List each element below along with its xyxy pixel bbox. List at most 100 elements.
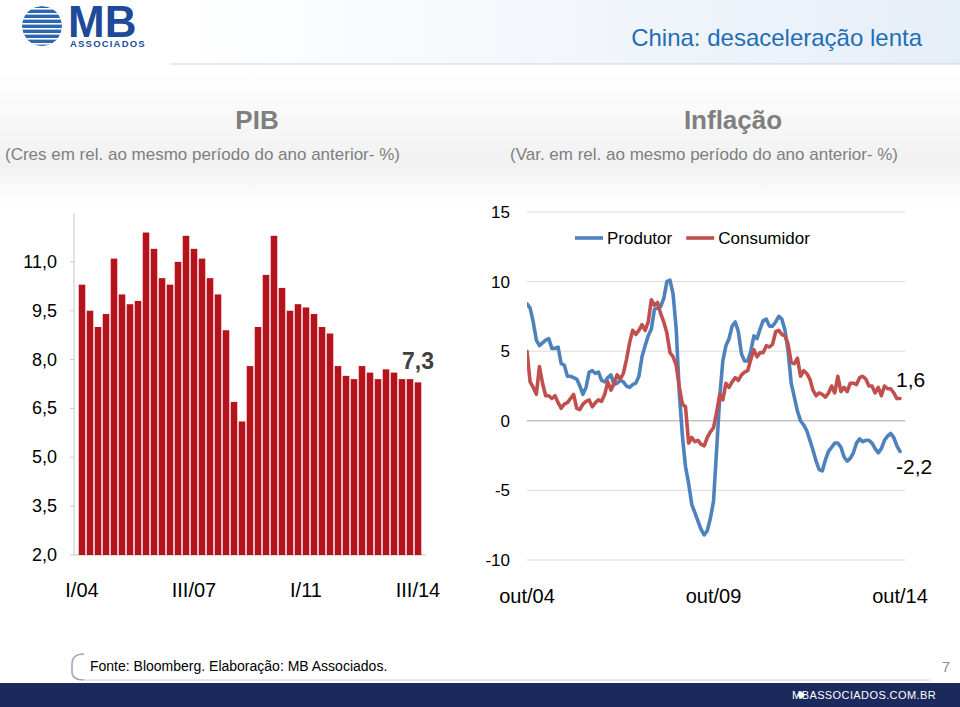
x-tick-label: III/14 bbox=[396, 579, 440, 601]
bar bbox=[247, 366, 254, 555]
bar bbox=[207, 278, 214, 555]
logo-icon bbox=[20, 6, 66, 46]
y-tick-label: 8,0 bbox=[32, 350, 57, 370]
page-number: 7 bbox=[942, 658, 950, 675]
bar bbox=[167, 285, 174, 555]
bar bbox=[135, 301, 142, 555]
logo-stripe bbox=[20, 33, 66, 35]
logo-stripe bbox=[20, 43, 66, 45]
bar bbox=[343, 376, 350, 555]
bar bbox=[79, 285, 86, 555]
footer-rule bbox=[84, 680, 930, 681]
bar bbox=[303, 307, 310, 555]
bar bbox=[111, 259, 118, 555]
bar bbox=[375, 379, 382, 555]
logo-stripe bbox=[20, 23, 66, 25]
page-title: China: desaceleração lenta bbox=[631, 24, 923, 51]
bar bbox=[255, 327, 262, 555]
series-line bbox=[527, 300, 900, 446]
header-rule bbox=[170, 64, 960, 65]
series-line bbox=[527, 280, 900, 535]
y-tick bbox=[70, 261, 74, 262]
grid-line bbox=[527, 560, 905, 561]
x-tick-label: III/07 bbox=[172, 579, 216, 601]
data-label: -2,2 bbox=[896, 455, 932, 478]
background-band bbox=[0, 70, 960, 205]
y-tick-label: 3,5 bbox=[32, 496, 57, 516]
y-tick-label: 5 bbox=[501, 342, 510, 361]
y-tick bbox=[70, 408, 74, 409]
bar bbox=[199, 259, 206, 555]
legend-label: Produtor bbox=[607, 229, 673, 248]
y-tick-label: -10 bbox=[485, 551, 510, 570]
website: MBASSOCIADOS.COM.BR bbox=[792, 689, 936, 701]
x-tick-label: I/11 bbox=[290, 579, 322, 601]
grid-line bbox=[527, 490, 905, 491]
plot-area bbox=[527, 280, 900, 535]
legend-swatch bbox=[575, 236, 603, 240]
chart-subtitle: (Var. em rel. ao mesmo período do ano an… bbox=[510, 145, 898, 164]
bar bbox=[215, 294, 222, 555]
grid-line bbox=[527, 281, 905, 282]
x-tick-label: I/04 bbox=[65, 579, 98, 601]
data-label: 1,6 bbox=[896, 368, 925, 391]
bar bbox=[399, 379, 406, 555]
slide: MBASSOCIADOSChina: desaceleração lentaPI… bbox=[0, 0, 960, 707]
bar bbox=[359, 366, 366, 555]
plot-area bbox=[79, 233, 422, 555]
x-tick-label: out/14 bbox=[872, 585, 928, 607]
chart-subtitle: (Cres em rel. ao mesmo período do ano an… bbox=[5, 145, 400, 164]
y-tick-label: 9,5 bbox=[32, 301, 57, 321]
bar bbox=[279, 288, 286, 555]
logo-stripe bbox=[20, 38, 66, 40]
logo-globe bbox=[22, 6, 62, 46]
bar bbox=[391, 373, 398, 555]
data-label: 7,3 bbox=[402, 348, 434, 374]
chart-title: PIB bbox=[235, 105, 278, 135]
logo-stripe bbox=[20, 13, 66, 15]
bar bbox=[295, 304, 302, 555]
y-tick-label: 10 bbox=[491, 273, 510, 292]
bar bbox=[407, 379, 414, 555]
bar bbox=[87, 311, 94, 555]
bar bbox=[183, 236, 190, 555]
header-band bbox=[170, 0, 960, 64]
y-tick bbox=[70, 359, 74, 360]
bar bbox=[335, 366, 342, 555]
y-tick-label: 6,5 bbox=[32, 398, 57, 418]
y-tick bbox=[70, 555, 74, 556]
chart-title: Inflação bbox=[684, 105, 782, 135]
y-tick-label: -5 bbox=[495, 481, 510, 500]
logo-stripe bbox=[20, 18, 66, 20]
bar bbox=[103, 314, 110, 555]
bar bbox=[95, 327, 102, 555]
bar bbox=[271, 236, 278, 555]
bar bbox=[351, 379, 358, 555]
y-tick-label: 5,0 bbox=[32, 447, 57, 467]
legend-swatch bbox=[686, 236, 714, 240]
x-tick-label: out/04 bbox=[499, 585, 555, 607]
grid-line bbox=[527, 212, 905, 213]
logo-stripe bbox=[20, 8, 66, 10]
y-tick-label: 11,0 bbox=[23, 252, 57, 272]
bar bbox=[319, 327, 326, 555]
footer-bracket bbox=[72, 654, 84, 680]
y-tick bbox=[70, 457, 74, 458]
bar bbox=[191, 249, 198, 555]
bar bbox=[127, 304, 134, 555]
grid-line bbox=[527, 351, 905, 352]
bar bbox=[119, 294, 126, 555]
bar bbox=[143, 233, 150, 555]
bar bbox=[231, 402, 238, 555]
bar bbox=[239, 421, 246, 555]
bar bbox=[287, 311, 294, 555]
bar bbox=[223, 330, 230, 555]
bar bbox=[263, 275, 270, 555]
bar bbox=[327, 334, 334, 555]
y-tick-label: 15 bbox=[491, 203, 510, 222]
logo-subtext: ASSOCIADOS bbox=[70, 38, 146, 49]
bar bbox=[367, 373, 374, 555]
y-axis-line bbox=[74, 213, 75, 555]
bar bbox=[159, 278, 166, 555]
y-tick-label: 0 bbox=[501, 412, 510, 431]
